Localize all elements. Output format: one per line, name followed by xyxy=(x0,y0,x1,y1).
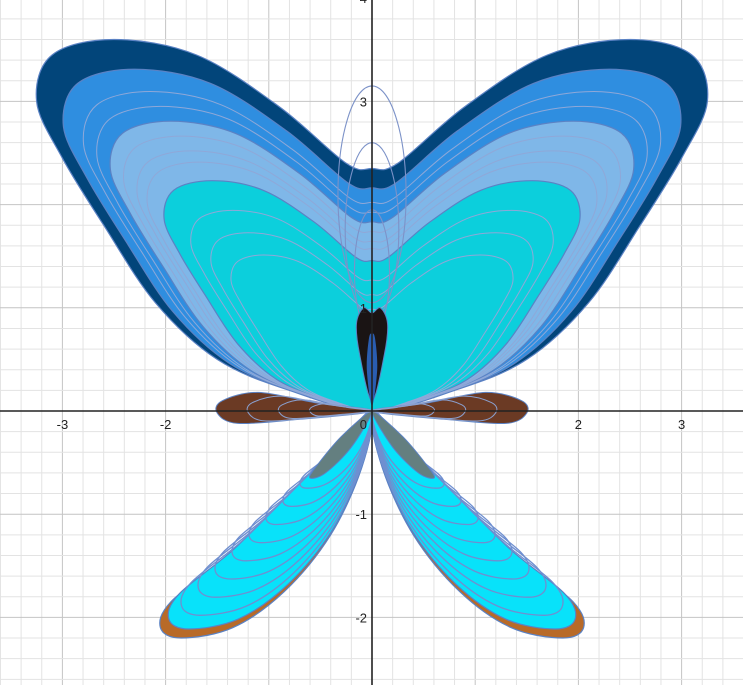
x-tick-label: 2 xyxy=(575,417,582,432)
right-side-lobe-contour xyxy=(371,403,435,417)
x-tick-label: -2 xyxy=(160,417,172,432)
y-tick-label: 3 xyxy=(360,94,367,109)
x-tick-label: 3 xyxy=(678,417,685,432)
left-side-lobe-contour xyxy=(309,403,373,417)
y-tick-label: -2 xyxy=(355,610,367,625)
y-tick-label: 1 xyxy=(360,301,367,316)
y-tick-label: -1 xyxy=(355,507,367,522)
lower-left-inner-lobe xyxy=(308,410,373,479)
origin-label: 0 xyxy=(360,417,367,432)
y-tick-label: 4 xyxy=(360,0,367,6)
tick-labels: -3 -2 2 3 -2 -1 1 3 4 0 xyxy=(57,0,686,625)
lower-right-inner-lobe xyxy=(371,410,436,479)
x-tick-label: -3 xyxy=(57,417,69,432)
